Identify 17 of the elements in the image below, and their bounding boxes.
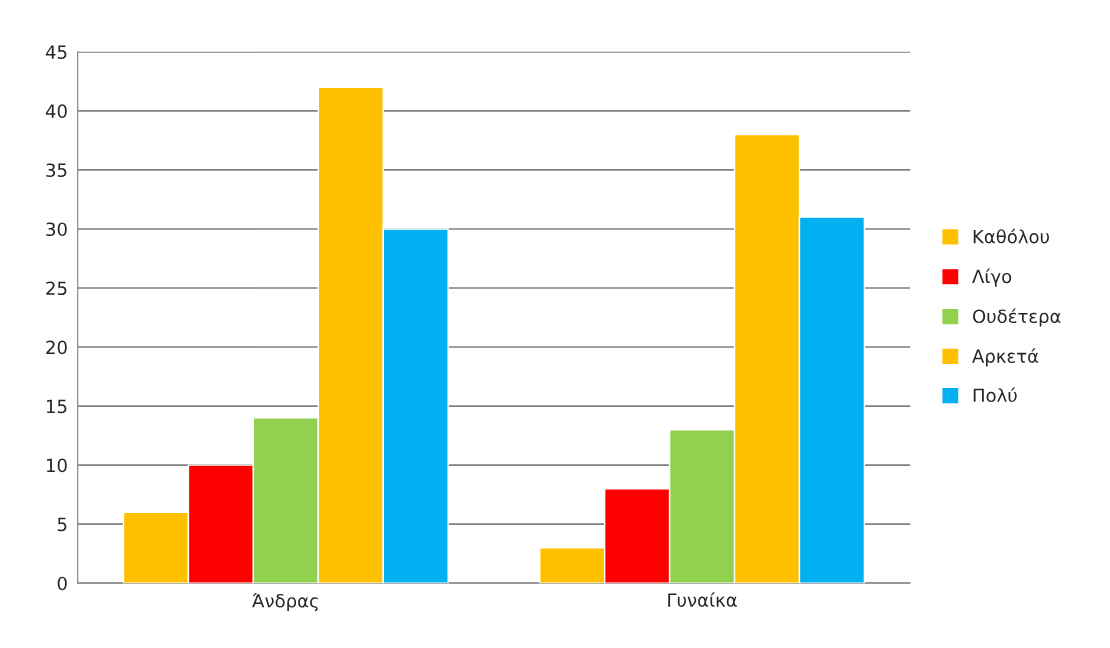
y-tick-label: 35 <box>46 163 67 178</box>
y-tick-label: 20 <box>46 340 67 355</box>
x-tick-label: Άνδρας <box>252 592 318 612</box>
legend-label: Αρκετά <box>972 348 1039 367</box>
legend-label: Λίγο <box>972 268 1012 287</box>
x-tick-label: Γυναίκα <box>668 592 737 607</box>
y-tick-label: 30 <box>46 222 67 237</box>
y-tick-label: 45 <box>45 45 67 59</box>
legend-label: Πολύ <box>973 387 1017 403</box>
legend-label: Ουδέτερα <box>973 308 1061 327</box>
y-tick-label: 40 <box>45 104 67 118</box>
legend-label: Καθόλου <box>973 228 1049 244</box>
y-tick-label: 0 <box>57 576 67 591</box>
y-tick-label: 15 <box>46 399 67 414</box>
y-tick-label: 5 <box>57 517 67 532</box>
y-tick-label: 10 <box>46 458 67 473</box>
y-tick-label: 25 <box>46 281 67 296</box>
